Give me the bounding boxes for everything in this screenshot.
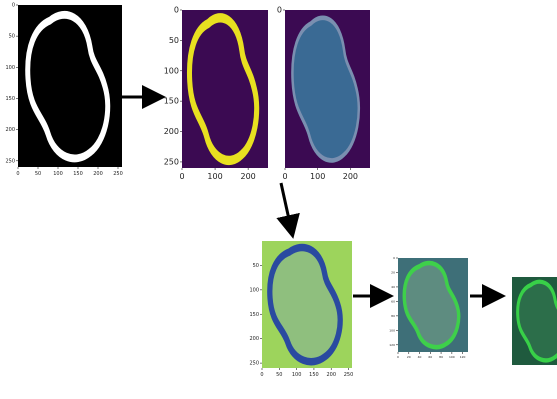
x-tick-label: 0 [282,172,287,181]
x-tick-label: 100 [292,372,302,378]
x-tick-label: 150 [73,171,83,177]
x-tick-label: 60 [428,355,432,359]
x-tick-label: 0 [397,355,399,359]
x-tick-label: 0 [260,372,263,378]
x-tick-label: 80 [439,355,443,359]
final-panel [512,277,557,365]
y-tick-label: 50 [169,36,179,45]
y-tick-label: 250 [249,361,259,367]
mask-panel [18,5,122,167]
y-tick-label: 50 [253,263,259,269]
x-tick-label: 100 [449,355,455,359]
x-tick-label: 100 [310,172,325,181]
x-tick-label: 250 [113,171,123,177]
y-tick-label: 200 [249,336,259,342]
x-tick-label: 40 [418,355,422,359]
resized-panel [398,258,468,352]
y-tick-label: 0 [393,256,395,260]
y-tick-label: 100 [249,287,259,293]
y-tick-label: 250 [164,157,179,166]
y-tick-label: 20 [391,270,395,274]
y-tick-label: 0 [12,3,15,9]
y-tick-label: 150 [5,96,15,102]
y-tick-label: 250 [5,158,15,164]
y-tick-label: 100 [389,328,395,332]
y-tick-label: 0 [174,6,179,15]
x-tick-label: 200 [343,172,358,181]
x-tick-label: 0 [179,172,184,181]
x-tick-label: 100 [53,171,63,177]
x-tick-label: 120 [460,355,466,359]
masked-image-panel [285,10,370,168]
overlay-panel [262,241,352,368]
x-tick-label: 150 [309,372,319,378]
y-tick-label: 120 [389,343,395,347]
x-tick-label: 50 [276,372,282,378]
y-tick-label: 60 [391,299,395,303]
y-tick-label: 0 [277,6,282,15]
x-tick-label: 20 [407,355,411,359]
y-tick-label: 100 [5,65,15,71]
x-tick-label: 0 [16,171,19,177]
x-tick-label: 200 [326,372,336,378]
y-tick-label: 150 [249,312,259,318]
x-tick-label: 200 [93,171,103,177]
pipeline-figure: 0501001502002500501001502002500100200050… [0,0,557,399]
y-tick-label: 50 [9,34,15,40]
x-tick-label: 250 [344,372,354,378]
x-tick-label: 200 [241,172,256,181]
x-tick-label: 50 [35,171,41,177]
y-tick-label: 200 [5,127,15,133]
y-tick-label: 80 [391,314,395,318]
y-tick-label: 100 [164,66,179,75]
contour-panel [182,10,268,168]
y-tick-label: 150 [164,97,179,106]
y-tick-label: 40 [391,285,395,289]
x-tick-label: 100 [207,172,222,181]
y-tick-label: 200 [164,127,179,136]
